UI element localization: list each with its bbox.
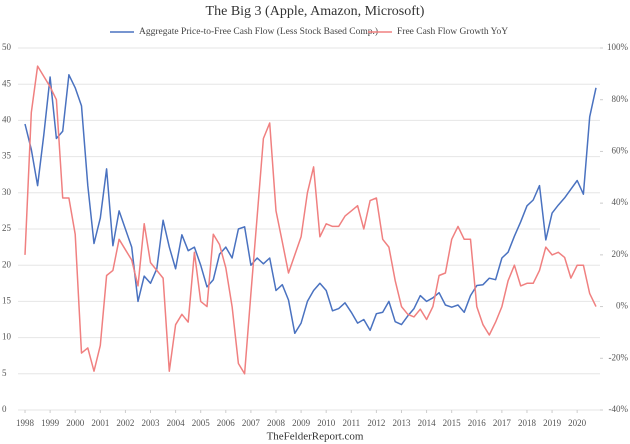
x-tick-label: 2003 (142, 418, 161, 428)
y2-tick-label: 40% (612, 197, 629, 207)
y2-tick-label: 20% (612, 249, 629, 259)
y2-tick-label: 80% (612, 94, 629, 104)
legend-label: Free Cash Flow Growth YoY (397, 27, 508, 37)
x-tick-label: 2010 (317, 418, 336, 428)
y-tick-label: 5 (2, 368, 7, 378)
x-tick-label: 2012 (367, 418, 385, 428)
y2-tick-label: 60% (612, 145, 629, 155)
x-tick-label: 2019 (543, 418, 562, 428)
legend-label: Aggregate Price-to-Free Cash Flow (Less … (139, 26, 378, 37)
x-tick-label: 2005 (192, 418, 211, 428)
x-tick-label: 2016 (468, 418, 487, 428)
x-tick-label: 1998 (16, 418, 35, 428)
x-tick-label: 2013 (392, 418, 411, 428)
x-tick-label: 2008 (267, 418, 286, 428)
y-tick-label: 35 (2, 151, 12, 161)
x-tick-label: 2001 (91, 418, 109, 428)
y-tick-label: 10 (2, 332, 12, 342)
x-tick-label: 2009 (292, 418, 311, 428)
source: TheFelderReport.com (267, 431, 364, 443)
x-tick-label: 2011 (342, 418, 360, 428)
y-tick-label: 20 (2, 259, 12, 269)
y2-tick-label: -20% (609, 352, 629, 362)
y-tick-label: 15 (2, 295, 12, 305)
y-tick-label: 0 (2, 404, 7, 414)
x-tick-label: 2000 (66, 418, 85, 428)
y2-tick-label: 0% (616, 301, 629, 311)
x-tick-label: 2004 (167, 418, 186, 428)
x-tick-label: 2020 (568, 418, 587, 428)
y-tick-label: 40 (2, 114, 12, 124)
y-tick-label: 30 (2, 187, 12, 197)
y2-tick-label: -40% (609, 404, 629, 414)
y-tick-label: 45 (2, 78, 12, 88)
x-tick-label: 1999 (41, 418, 60, 428)
x-tick-label: 2002 (116, 418, 134, 428)
x-tick-label: 2015 (443, 418, 462, 428)
x-tick-label: 2014 (418, 418, 437, 428)
x-tick-label: 2018 (518, 418, 537, 428)
y-tick-label: 25 (2, 223, 12, 233)
y2-tick-label: 100% (607, 42, 629, 52)
x-tick-label: 2006 (217, 418, 236, 428)
y-tick-label: 50 (2, 42, 12, 52)
series-line (24, 74, 597, 335)
x-tick-label: 2007 (242, 418, 261, 428)
series-line (24, 65, 597, 375)
chart-title: The Big 3 (Apple, Amazon, Microsoft) (206, 4, 425, 19)
x-tick-label: 2017 (493, 418, 512, 428)
